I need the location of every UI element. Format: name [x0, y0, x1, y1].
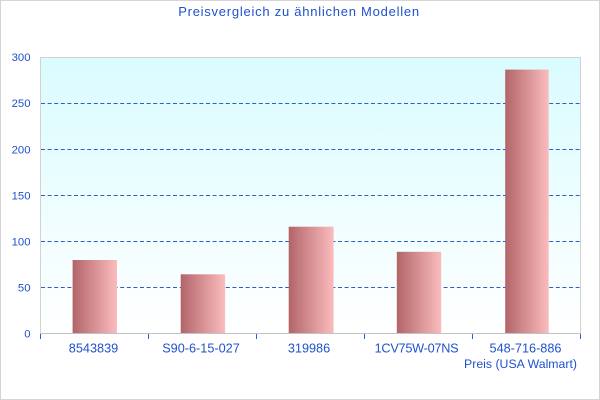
svg-text:250: 250	[12, 98, 31, 110]
svg-text:1CV75W-07NS: 1CV75W-07NS	[375, 342, 459, 356]
svg-text:100: 100	[12, 237, 31, 249]
svg-text:8543839: 8543839	[69, 342, 118, 356]
svg-text:300: 300	[12, 52, 31, 64]
svg-text:150: 150	[12, 190, 31, 202]
svg-text:Preisvergleich zu ähnlichen Mo: Preisvergleich zu ähnlichen Modellen	[178, 4, 420, 19]
svg-text:548-716-886: 548-716-886	[490, 342, 562, 356]
svg-text:Preis (USA Walmart): Preis (USA Walmart)	[464, 357, 577, 371]
svg-text:50: 50	[18, 283, 31, 295]
svg-text:319986: 319986	[288, 342, 330, 356]
svg-text:0: 0	[24, 329, 30, 341]
svg-text:S90-6-15-027: S90-6-15-027	[162, 342, 240, 356]
svg-text:200: 200	[12, 144, 31, 156]
